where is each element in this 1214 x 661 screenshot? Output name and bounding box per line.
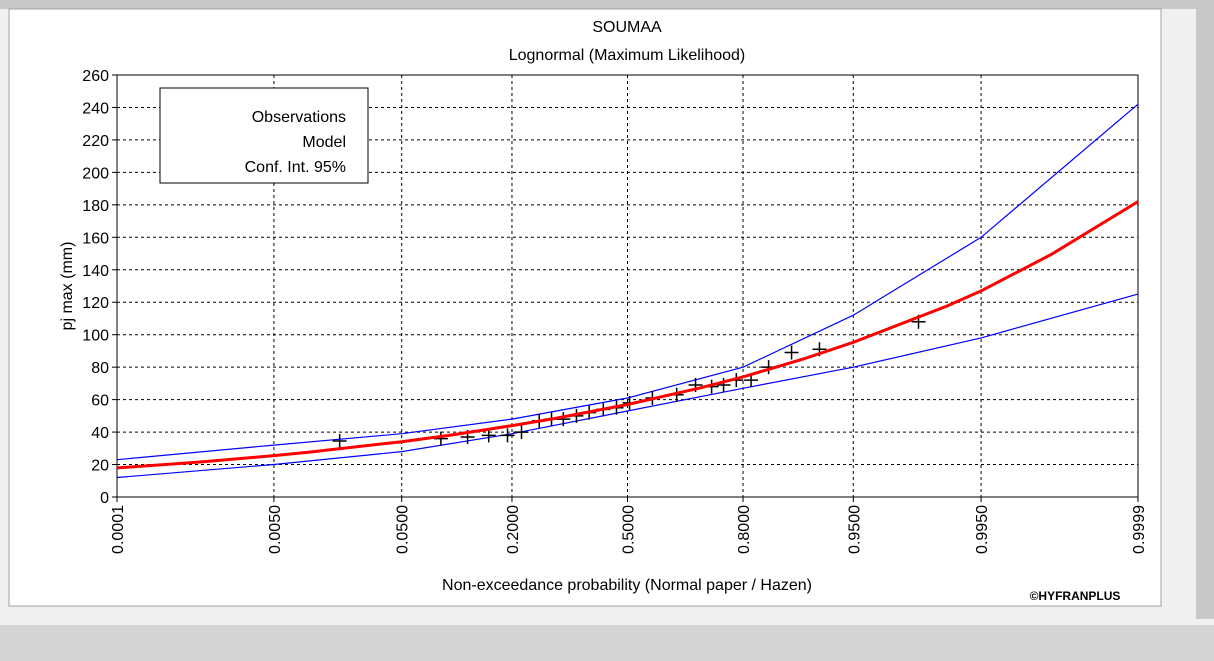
y-tick-label: 0 <box>100 490 109 507</box>
right-bar <box>1196 9 1214 619</box>
top-bar <box>0 0 1214 9</box>
x-tick-label: 0.0001 <box>110 505 127 554</box>
observation <box>784 345 799 360</box>
y-axis-label: pj max (mm) <box>59 242 76 331</box>
observation <box>500 428 515 443</box>
y-tick-label: 260 <box>82 68 109 85</box>
y-tick-label: 220 <box>82 133 109 150</box>
y-tick-label: 140 <box>82 263 109 280</box>
y-tick-label: 100 <box>82 328 109 345</box>
y-tick-label: 120 <box>82 295 109 312</box>
credit: ©HYFRANPLUS <box>1030 589 1121 603</box>
observation <box>332 434 347 449</box>
ci-upper <box>116 103 1139 461</box>
x-tick-label: 0.5000 <box>621 505 638 554</box>
model-curve <box>116 200 1139 470</box>
ci-lower <box>116 293 1139 479</box>
y-tick-label: 200 <box>82 165 109 182</box>
chart-title: SOUMAA <box>592 19 662 36</box>
legend-box <box>159 87 369 184</box>
x-tick-label: 0.0500 <box>395 505 412 554</box>
y-tick-label: 80 <box>91 360 109 377</box>
legend-entry: Conf. Int. 95% <box>245 159 346 176</box>
y-tick-label: 180 <box>82 198 109 215</box>
x-tick-label: 0.9999 <box>1131 505 1148 554</box>
y-tick-label: 240 <box>82 100 109 117</box>
x-tick-label: 0.9950 <box>974 505 991 554</box>
chart-subtitle: Lognormal (Maximum Likelihood) <box>509 47 746 64</box>
observation <box>514 425 529 440</box>
x-tick-label: 0.0050 <box>267 505 284 554</box>
x-tick-label: 0.8000 <box>736 505 753 554</box>
y-tick-label: 20 <box>91 458 109 475</box>
plot-frame <box>116 74 1139 498</box>
legend-entry: Model <box>302 134 346 151</box>
observation <box>716 378 731 393</box>
y-tick-label: 60 <box>91 393 109 410</box>
legend-entry: Observations <box>252 109 346 126</box>
x-tick-label: 0.2000 <box>505 505 522 554</box>
y-tick-label: 160 <box>82 230 109 247</box>
status-bar <box>0 625 1214 661</box>
x-axis-label: Non-exceedance probability (Normal paper… <box>442 577 812 594</box>
y-tick-label: 40 <box>91 425 109 442</box>
x-tick-label: 0.9500 <box>846 505 863 554</box>
